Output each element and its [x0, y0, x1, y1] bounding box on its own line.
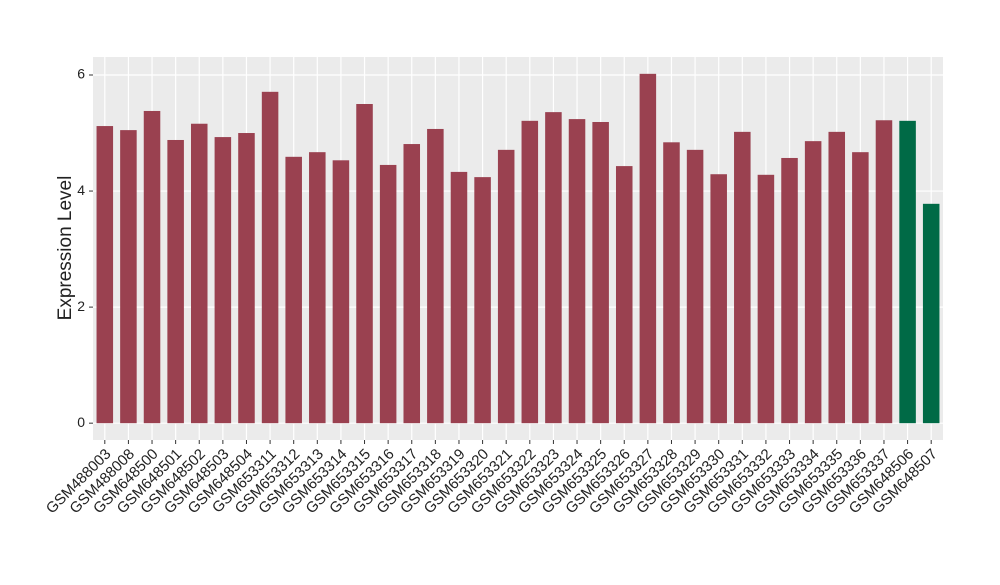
- bar: [592, 121, 609, 424]
- bar: [781, 157, 798, 424]
- bar: [167, 139, 184, 424]
- bar: [734, 131, 751, 424]
- bar: [899, 120, 916, 424]
- bar: [686, 149, 704, 424]
- bar: [757, 174, 775, 424]
- bar: [403, 144, 421, 424]
- bar: [238, 133, 255, 424]
- panel: [93, 57, 943, 440]
- bar: [545, 112, 562, 424]
- y-axis-label: Expression Level: [55, 176, 76, 321]
- y-tick-label: 0: [77, 414, 85, 430]
- bar: [497, 149, 515, 424]
- bar: [568, 119, 586, 424]
- bar: [356, 104, 373, 424]
- bar: [332, 160, 350, 424]
- bar: [190, 123, 208, 424]
- bar: [427, 128, 444, 424]
- y-tick-label: 2: [77, 298, 85, 314]
- bar: [852, 152, 869, 424]
- bar: [214, 137, 232, 424]
- bar: [261, 91, 279, 424]
- bar: [143, 110, 161, 424]
- bar: [379, 164, 397, 424]
- bar: [474, 177, 491, 424]
- bar: [285, 156, 302, 424]
- y-tick-label: 4: [77, 182, 85, 198]
- bar: [804, 141, 822, 424]
- bar: [96, 126, 114, 424]
- y-tick-label: 6: [77, 66, 85, 82]
- bar: [615, 166, 633, 424]
- bar: [828, 131, 846, 424]
- bar: [922, 203, 940, 424]
- bar: [521, 120, 539, 424]
- bar: [639, 73, 657, 424]
- bar: [309, 152, 326, 424]
- bar: [875, 120, 893, 424]
- bar: [710, 174, 727, 424]
- bar: [120, 130, 137, 424]
- bar: [450, 171, 468, 424]
- bar: [663, 142, 680, 424]
